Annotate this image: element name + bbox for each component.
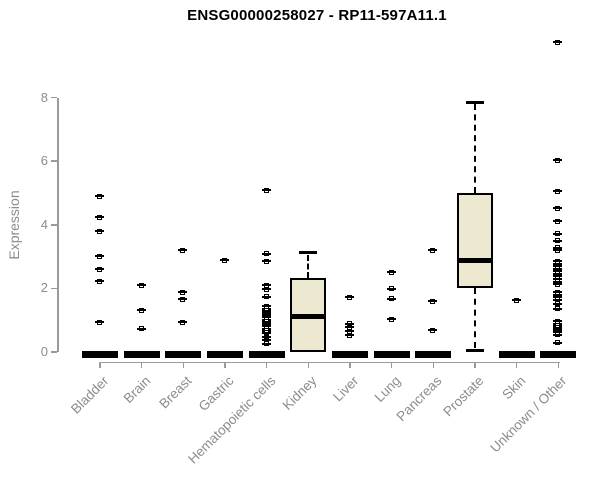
outlier-point: [428, 298, 438, 304]
collapsed-box-bar: [498, 350, 535, 358]
chart-title: ENSG00000258027 - RP11-597A11.1: [187, 7, 447, 24]
box-plot-box: [457, 193, 494, 288]
collapsed-box-bar: [332, 350, 369, 358]
upper-whisker-cap: [299, 251, 318, 255]
y-axis-line: [57, 97, 59, 352]
x-axis-tick: [349, 361, 351, 368]
y-tick-label: 4: [40, 216, 48, 232]
outlier-point: [553, 205, 563, 211]
x-axis-tick: [140, 361, 143, 368]
x-axis-tick: [224, 361, 226, 368]
outlier-point: [95, 278, 104, 284]
x-axis-tick: [557, 361, 560, 368]
y-tick-label: 8: [40, 89, 48, 105]
outlier-point: [261, 294, 271, 300]
y-axis-tick: [51, 287, 57, 290]
y-axis-tick: [51, 160, 57, 162]
outlier-point: [261, 286, 271, 292]
outlier-point: [386, 296, 396, 302]
outlier-point: [553, 157, 563, 163]
collapsed-box-bar: [373, 350, 410, 358]
outlier-point: [428, 327, 438, 333]
lower-whisker-cap: [466, 348, 485, 352]
median-line: [457, 257, 494, 263]
outlier-point: [178, 289, 188, 295]
outlier-point: [220, 257, 229, 263]
x-axis-tick: [515, 361, 518, 368]
outlier-point: [136, 326, 146, 332]
collapsed-box-bar: [207, 350, 243, 358]
x-axis-tick: [390, 361, 393, 368]
collapsed-box-bar: [415, 350, 452, 358]
outlier-point: [553, 247, 563, 253]
outlier-point: [553, 281, 563, 287]
median-line: [290, 314, 327, 320]
x-axis-tick: [99, 361, 101, 368]
outlier-point: [386, 316, 396, 322]
outlier-point: [345, 332, 355, 338]
y-axis-tick: [51, 224, 57, 226]
outlier-point: [261, 258, 271, 264]
outlier-point: [178, 247, 188, 253]
outlier-point: [553, 39, 563, 45]
outlier-point: [345, 294, 355, 300]
outlier-point: [553, 306, 563, 312]
outlier-point: [178, 319, 188, 325]
lower-whisker: [474, 287, 477, 349]
outlier-point: [95, 228, 104, 234]
outlier-point: [136, 282, 146, 288]
x-axis-tick: [265, 361, 268, 368]
outlier-point: [428, 247, 438, 253]
x-axis-line: [100, 361, 560, 363]
outlier-point: [553, 301, 563, 307]
collapsed-box-bar: [248, 350, 285, 358]
outlier-point: [261, 187, 271, 193]
collapsed-box-bar: [123, 350, 160, 358]
collapsed-box-bar: [540, 350, 577, 358]
y-tick-label: 6: [40, 153, 48, 169]
y-axis-tick: [51, 351, 57, 353]
y-axis-tick: [51, 96, 57, 99]
upper-whisker: [474, 104, 477, 193]
outlier-point: [95, 253, 104, 259]
outlier-point: [553, 340, 563, 346]
x-axis-tick: [432, 361, 435, 368]
outlier-point: [95, 214, 104, 220]
outlier-point: [136, 307, 146, 313]
outlier-point: [261, 341, 271, 347]
outlier-point: [511, 297, 521, 303]
collapsed-box-bar: [165, 350, 202, 358]
x-axis-tick: [474, 361, 476, 368]
outlier-point: [553, 231, 563, 237]
y-tick-label: 2: [40, 280, 48, 296]
outlier-point: [95, 193, 104, 199]
outlier-point: [553, 238, 563, 244]
outlier-point: [553, 332, 563, 338]
outlier-point: [386, 286, 396, 292]
x-axis-tick: [307, 361, 310, 368]
outlier-point: [178, 296, 188, 302]
y-tick-label: 0: [40, 344, 48, 359]
outlier-point: [553, 188, 563, 194]
outlier-point: [386, 269, 396, 275]
upper-whisker-cap: [466, 100, 485, 104]
outlier-point: [553, 218, 563, 224]
outlier-point: [261, 251, 271, 257]
x-axis-tick: [182, 361, 185, 368]
collapsed-box-bar: [82, 350, 118, 358]
outlier-point: [95, 266, 104, 272]
outlier-point: [95, 319, 104, 325]
upper-whisker: [307, 254, 310, 278]
